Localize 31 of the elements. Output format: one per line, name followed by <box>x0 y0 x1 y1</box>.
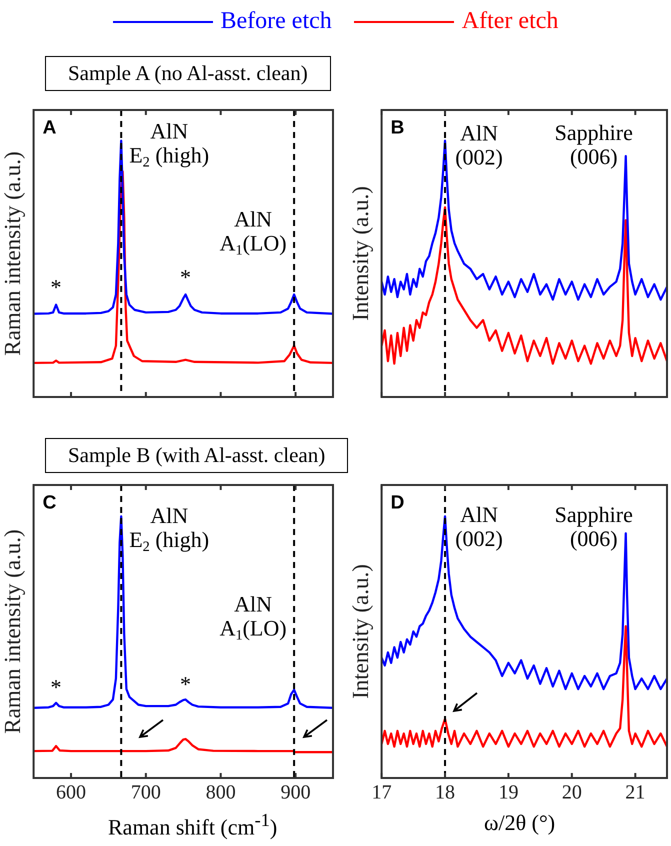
x-tick-label: 21 <box>625 781 646 804</box>
annotation: * <box>50 674 62 700</box>
text: D <box>390 492 404 514</box>
annotation: * <box>180 671 192 696</box>
text: A <box>42 118 57 139</box>
chart-title: Sample B (with Al-asst. clean) <box>45 438 348 473</box>
x-tick-label: 19 <box>498 781 518 804</box>
text: B <box>390 118 404 139</box>
y-axis-title: Raman intensity (a.u.) <box>0 151 25 356</box>
x-tick-label: 20 <box>562 781 582 804</box>
x-axis-title: Raman shift (cm$^{-1}$) <box>108 810 278 840</box>
annotation: * <box>50 274 62 300</box>
x-tick-label: 17 <box>372 781 392 804</box>
legend-label: After etch <box>462 8 558 34</box>
x-tick-label: 700 <box>130 781 161 804</box>
y-axis-title: Intensity (a.u.) <box>348 564 373 699</box>
legend-label: Before etch <box>220 8 332 34</box>
x-tick-label: 18 <box>435 781 456 804</box>
x-tick-label: 600 <box>56 781 86 804</box>
chart-title: Sample A (no Al-asst. clean) <box>45 56 331 91</box>
x-tick-label: 900 <box>280 781 311 804</box>
y-axis-title: Raman intensity (a.u.) <box>0 529 25 734</box>
x-tick-label: 800 <box>206 781 236 804</box>
annotation: Sapphire (006) <box>554 502 633 552</box>
x-axis-title: ω/2θ (°) <box>484 810 556 836</box>
annotation: AlN (002) <box>455 502 503 552</box>
annotation: Sapphire (006) <box>554 120 633 169</box>
annotation: AlN (002) <box>455 120 503 170</box>
text: C <box>42 492 57 514</box>
y-axis-title: Intensity (a.u.) <box>348 186 373 321</box>
annotation: * <box>180 264 192 290</box>
